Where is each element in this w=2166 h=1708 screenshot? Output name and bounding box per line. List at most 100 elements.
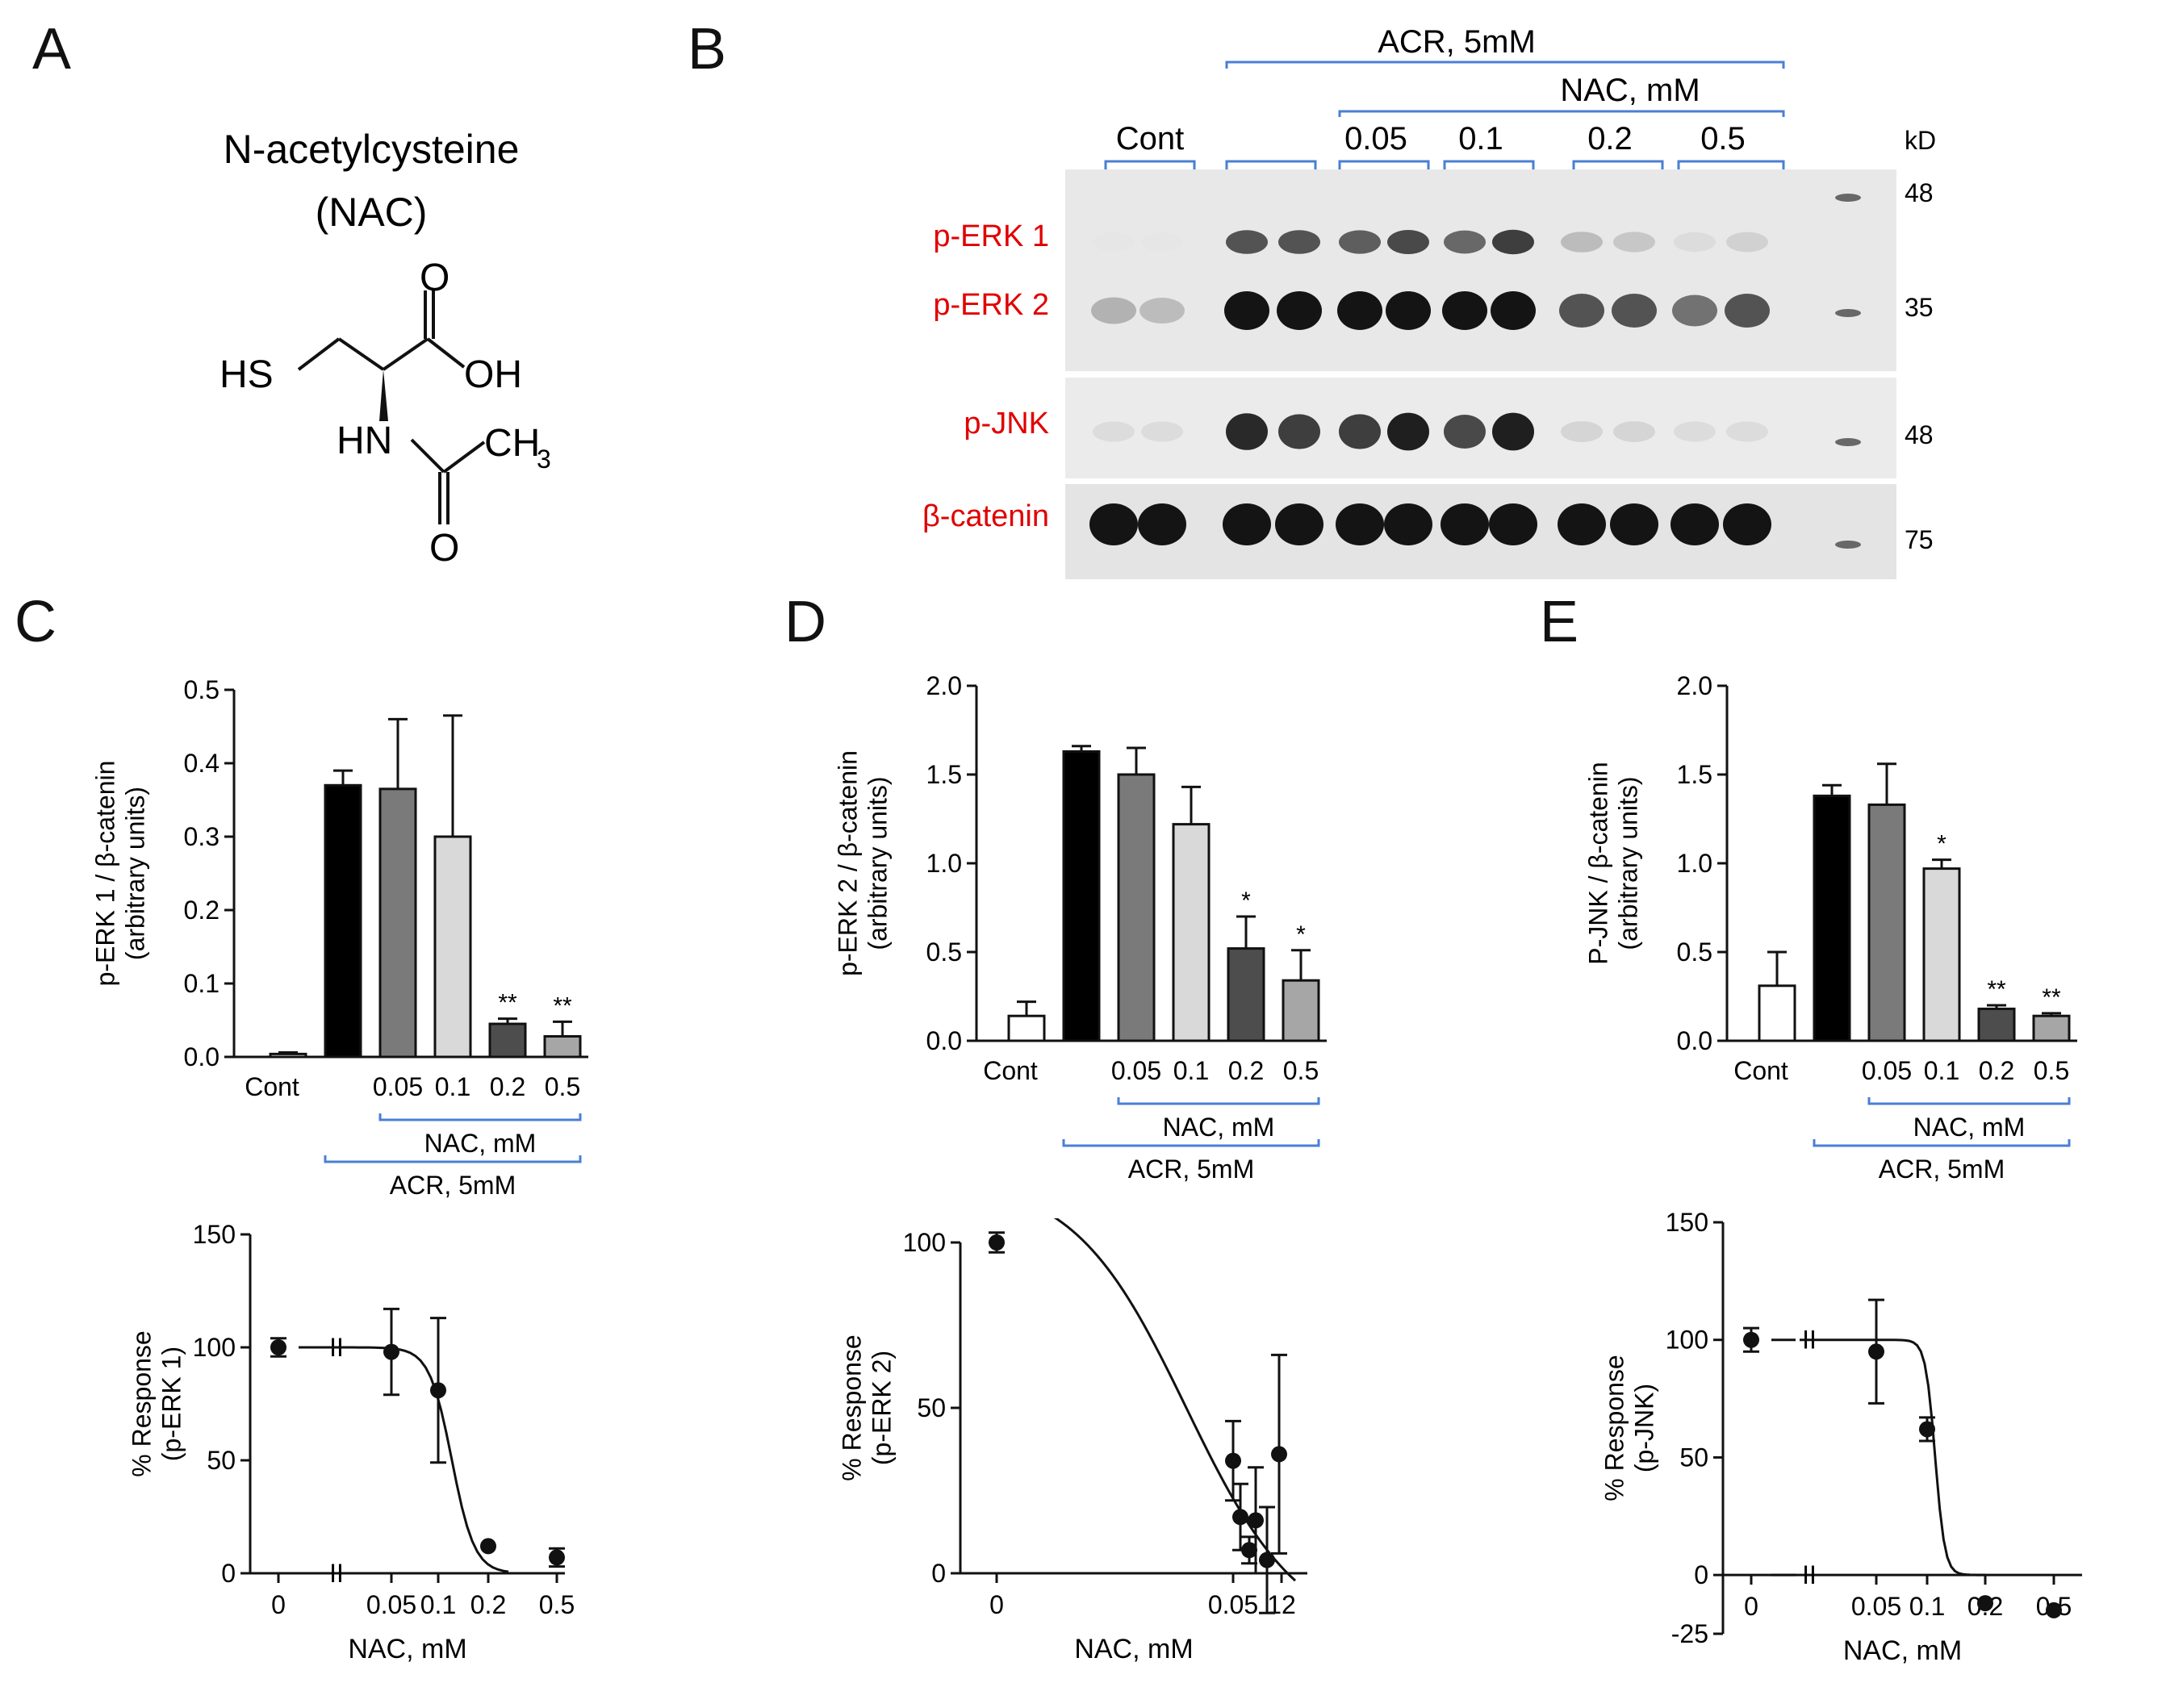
- band-perk2: [1337, 291, 1382, 330]
- y-axis-label-line: % Response: [1600, 1355, 1629, 1501]
- y-axis-label-line: (p-ERK 2): [867, 1351, 896, 1465]
- acr-group-label: ACR, 5mM: [1128, 1155, 1254, 1184]
- significance-mark: *: [1937, 831, 1946, 858]
- bar: [1227, 947, 1265, 1042]
- acr-bracket: [1225, 61, 1785, 69]
- band-perk2: [1725, 294, 1770, 328]
- y-axis-label-line: % Response: [128, 1330, 157, 1476]
- y-tick-label: 50: [917, 1393, 946, 1422]
- bar: [1922, 867, 1961, 1042]
- ladder-band: [1835, 194, 1861, 202]
- panel-b-letter: B: [688, 17, 727, 81]
- data-point: [1248, 1512, 1264, 1529]
- atom-o-top: O: [420, 257, 450, 299]
- data-point: [1868, 1343, 1884, 1360]
- band-pjnk: [1561, 421, 1603, 442]
- bar: [433, 835, 472, 1059]
- axis-break-mark: II: [1802, 1560, 1817, 1589]
- band-perk1: [1387, 230, 1429, 254]
- x-tick-label: 0.1: [1924, 1056, 1959, 1085]
- significance-mark: **: [553, 992, 572, 1019]
- band-perk1: [1226, 230, 1268, 254]
- band-perk1: [1613, 232, 1655, 253]
- band-perk2: [1442, 291, 1487, 330]
- bar: [1867, 803, 1906, 1042]
- data-point: [1271, 1446, 1287, 1463]
- band-bcatenin: [1610, 503, 1658, 545]
- band-bcatenin: [1336, 503, 1384, 545]
- data-point: [430, 1382, 446, 1399]
- band-bcatenin: [1441, 503, 1489, 545]
- data-point: [1232, 1509, 1248, 1526]
- band-perk1: [1674, 232, 1716, 253]
- y-tick-label: 2.0: [926, 671, 962, 700]
- bar: [378, 787, 417, 1059]
- band-perk1: [1278, 230, 1320, 254]
- data-point: [549, 1549, 565, 1566]
- panel-e-letter: E: [1540, 590, 1579, 654]
- marker-35: 35: [1905, 293, 1934, 322]
- x-tick-label: 0.1: [435, 1072, 470, 1101]
- band-bcatenin: [1723, 503, 1771, 545]
- x-tick-label: 0.05: [366, 1590, 416, 1619]
- y-axis-label-line: (p-JNK): [1629, 1384, 1658, 1472]
- band-perk2: [1139, 298, 1185, 324]
- y-tick-label: 100: [903, 1228, 946, 1257]
- y-tick-label: 1.0: [926, 849, 962, 878]
- y-axis-label: P-JNK / β-catenin (arbitrary units): [1584, 762, 1643, 964]
- x-tick-label: Cont: [245, 1072, 299, 1101]
- bar: [1117, 773, 1156, 1042]
- bar: [1813, 794, 1851, 1042]
- bar: [324, 783, 362, 1059]
- band-perk2: [1612, 294, 1657, 328]
- atom-ch: CH: [484, 422, 540, 465]
- panel-c-letter: C: [15, 590, 56, 654]
- band-perk2: [1559, 294, 1604, 328]
- blot-strip-erk: [1065, 169, 1896, 371]
- band-perk1: [1141, 232, 1183, 252]
- bar: [1282, 979, 1320, 1042]
- x-tick-label: 0.5: [1283, 1056, 1319, 1085]
- blot-bands: [1089, 194, 1861, 549]
- x-tick-label: 0.2: [1979, 1056, 2014, 1085]
- y-tick-label: 0.5: [1677, 938, 1712, 967]
- x-tick-label: 0: [271, 1590, 286, 1619]
- band-pjnk: [1339, 414, 1381, 449]
- data-point: [2046, 1602, 2062, 1618]
- y-axis-label: p-ERK 2 / β-catenin (arbitrary units): [834, 750, 893, 976]
- bar: [1062, 750, 1101, 1042]
- chart-c-curve: 0 50 100 150 % Response (p-ERK 1) 0 0.05 0.1 0.2 0…: [128, 1220, 575, 1664]
- western-blot-panel: ACR, 5mM NAC, mM Cont 0.05 0.1 0.2 0.5 k…: [922, 24, 1936, 579]
- nac-group-bracket: [378, 1113, 582, 1121]
- significance-mark: **: [1987, 976, 2006, 1003]
- y-axis-label: % Response (p-ERK 1): [128, 1330, 186, 1476]
- data-point: [1919, 1421, 1935, 1438]
- bar: [488, 1022, 527, 1059]
- x-tick-label: 0.2: [470, 1590, 506, 1619]
- x-tick-label: Cont: [1733, 1056, 1788, 1085]
- x-tick-label: 0.2: [490, 1072, 525, 1101]
- band-bcatenin: [1089, 503, 1138, 545]
- y-axis-label: p-ERK 1 / β-catenin (arbitrary units): [91, 761, 150, 987]
- band-pjnk: [1141, 421, 1183, 442]
- y-tick-label: 1.5: [926, 760, 962, 789]
- significance-mark: **: [498, 990, 517, 1017]
- y-tick-label: 150: [193, 1220, 236, 1249]
- y-tick-label: 0.3: [184, 822, 220, 851]
- band-pjnk: [1093, 421, 1135, 442]
- acr-group-bracket: [1813, 1139, 2071, 1147]
- acr-label: ACR, 5mM: [1378, 24, 1536, 60]
- lane-label-0.05: 0.05: [1344, 121, 1407, 157]
- band-perk1: [1726, 232, 1768, 253]
- y-tick-label: -25: [1671, 1619, 1708, 1648]
- y-tick-label: 0.0: [926, 1026, 962, 1055]
- row-label-perk2: p-ERK 2: [933, 288, 1049, 322]
- band-bcatenin: [1558, 503, 1606, 545]
- marker-48-erk: 48: [1905, 178, 1934, 207]
- panel-a-letter: A: [32, 17, 72, 81]
- bar: [543, 1035, 582, 1059]
- data-point: [480, 1538, 496, 1555]
- x-tick-label: 0.05: [1862, 1056, 1912, 1085]
- band-perk2: [1386, 291, 1431, 330]
